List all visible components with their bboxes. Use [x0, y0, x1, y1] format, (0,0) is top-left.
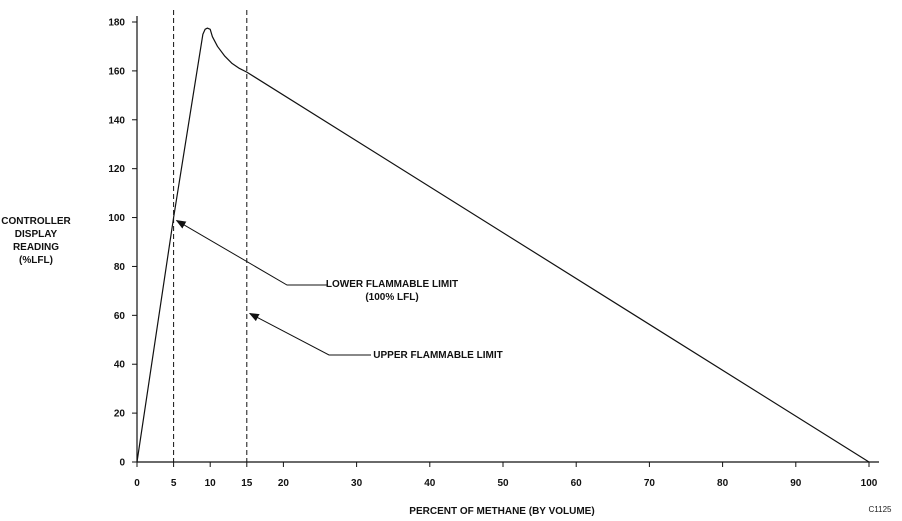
- upper-flammable-limit-arrow: [248, 312, 371, 356]
- y-tick-label-20: 20: [114, 409, 126, 420]
- y-tick-label-80: 80: [114, 262, 126, 273]
- x-tick-label-0: 0: [134, 478, 140, 489]
- y-axis-title: CONTROLLER DISPLAY READING (%LFL): [1, 216, 71, 266]
- x-axis-title: PERCENT OF METHANE (BY VOLUME): [409, 506, 594, 517]
- y-tick-label-160: 160: [108, 66, 125, 77]
- lower-flammable-limit-label: LOWER FLAMMABLE LIMIT: [326, 279, 458, 290]
- x-tick-label-40: 40: [424, 478, 436, 489]
- x-tick-label-20: 20: [278, 478, 290, 489]
- x-tick-label-5: 5: [171, 478, 177, 489]
- x-tick-label-90: 90: [790, 478, 802, 489]
- x-tick-label-60: 60: [571, 478, 583, 489]
- y-tick-label-140: 140: [108, 115, 125, 126]
- y-axis-title-line-1: CONTROLLER: [1, 216, 71, 227]
- y-tick-label-100: 100: [108, 213, 125, 224]
- y-tick-label-0: 0: [119, 458, 125, 469]
- x-tick-label-30: 30: [351, 478, 363, 489]
- x-tick-label-100: 100: [861, 478, 878, 489]
- plot-area: 0 20 40 60 80 100 120 140 160 180 0 5 10 15 20 30 40 50 60…: [108, 10, 879, 489]
- x-tick-label-80: 80: [717, 478, 729, 489]
- figure-id: C1125: [869, 505, 893, 514]
- x-tick-label-15: 15: [241, 478, 253, 489]
- y-tick-label-120: 120: [108, 164, 125, 175]
- x-tick-label-70: 70: [644, 478, 656, 489]
- x-tick-label-10: 10: [205, 478, 217, 489]
- lower-flammable-limit-arrow: [175, 220, 327, 286]
- y-axis-title-line-2: DISPLAY: [15, 229, 58, 240]
- y-tick-label-40: 40: [114, 360, 126, 371]
- y-tick-label-180: 180: [108, 18, 125, 29]
- x-tick-label-50: 50: [497, 478, 509, 489]
- y-tick-label-60: 60: [114, 311, 126, 322]
- y-axis-title-line-4: (%LFL): [19, 255, 53, 266]
- lower-flammable-limit-sublabel: (100% LFL): [365, 292, 418, 303]
- reading-curve-0: [136, 27, 870, 463]
- upper-flammable-limit-label: UPPER FLAMMABLE LIMIT: [373, 350, 502, 361]
- y-axis-title-line-3: READING: [13, 242, 59, 253]
